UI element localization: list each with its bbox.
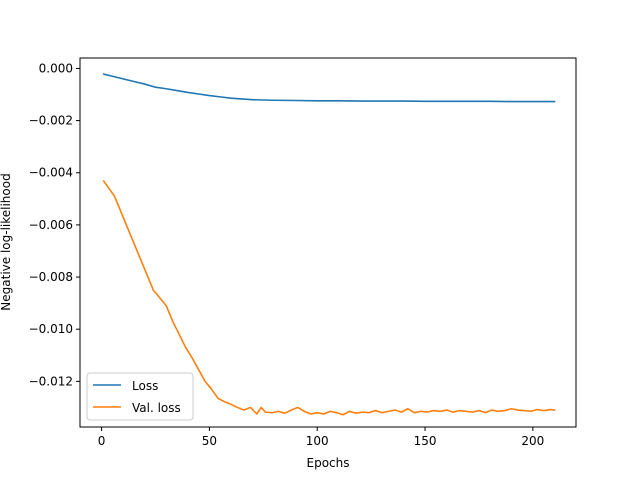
- plot-area: [80, 58, 576, 427]
- legend-label-loss: Loss: [132, 379, 158, 393]
- x-tick-label: 0: [98, 434, 106, 448]
- y-tick-label: −0.012: [29, 374, 73, 388]
- series-line-val-loss: [102, 179, 556, 416]
- x-tick-label: 200: [521, 434, 544, 448]
- x-tick-label: 100: [306, 434, 329, 448]
- series-layer: [102, 73, 556, 416]
- y-tick-label: −0.010: [29, 322, 73, 336]
- x-tick-label: 150: [414, 434, 437, 448]
- y-tick-label: −0.006: [29, 218, 73, 232]
- y-tick-label: −0.004: [29, 166, 73, 180]
- y-axis-label: Negative log-likelihood: [0, 173, 13, 310]
- x-tick-label: 50: [202, 434, 217, 448]
- y-tick-label: 0.000: [39, 61, 73, 75]
- series-line-loss: [102, 73, 556, 103]
- y-tick-label: −0.002: [29, 114, 73, 128]
- plot-frame: [79, 57, 577, 428]
- x-axis-label: Epochs: [307, 456, 350, 470]
- y-tick-label: −0.008: [29, 270, 73, 284]
- legend-label-val-loss: Val. loss: [132, 401, 181, 415]
- y-axis-ticks: 0.000 −0.002 −0.004 −0.006 −0.008 −0.010 −0.01…: [29, 61, 80, 388]
- x-axis-ticks: 0 50 100 150 200: [98, 427, 544, 448]
- legend: Loss Val. loss: [86, 372, 194, 421]
